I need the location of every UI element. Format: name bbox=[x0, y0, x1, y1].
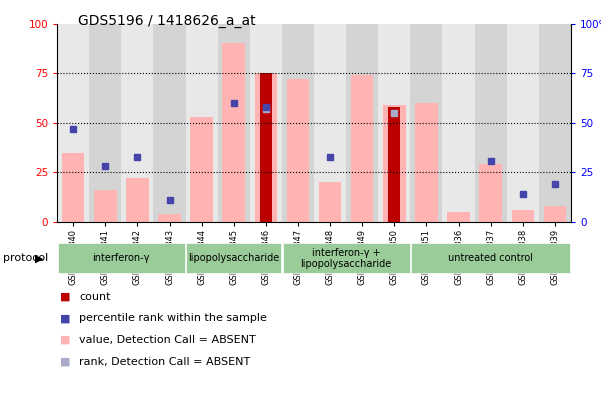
Bar bbox=[260, 73, 272, 222]
Bar bbox=[287, 79, 309, 222]
Text: untreated control: untreated control bbox=[448, 253, 533, 263]
Bar bbox=[126, 178, 148, 222]
Bar bbox=[218, 24, 250, 222]
Bar bbox=[121, 24, 153, 222]
Bar bbox=[480, 165, 502, 222]
Bar bbox=[442, 24, 475, 222]
Text: ■: ■ bbox=[60, 335, 70, 345]
Bar bbox=[410, 24, 442, 222]
Bar bbox=[475, 24, 507, 222]
Bar bbox=[191, 117, 213, 222]
Bar bbox=[511, 210, 534, 222]
Bar bbox=[158, 214, 181, 222]
Bar bbox=[388, 107, 400, 222]
Bar bbox=[222, 44, 245, 222]
Bar bbox=[282, 24, 314, 222]
Bar bbox=[314, 24, 346, 222]
Text: ■: ■ bbox=[60, 356, 70, 367]
Bar bbox=[57, 24, 89, 222]
Text: count: count bbox=[79, 292, 111, 302]
Text: protocol: protocol bbox=[3, 253, 48, 263]
Bar bbox=[319, 182, 341, 222]
Bar bbox=[186, 243, 281, 274]
Text: ■: ■ bbox=[60, 292, 70, 302]
Bar bbox=[346, 24, 378, 222]
Bar bbox=[250, 24, 282, 222]
Bar bbox=[62, 152, 84, 222]
Bar bbox=[153, 24, 186, 222]
Bar bbox=[94, 190, 117, 222]
Text: GDS5196 / 1418626_a_at: GDS5196 / 1418626_a_at bbox=[78, 14, 256, 28]
Text: ■: ■ bbox=[60, 313, 70, 323]
Bar bbox=[415, 103, 438, 222]
Bar bbox=[539, 24, 571, 222]
Bar bbox=[89, 24, 121, 222]
Bar bbox=[351, 75, 373, 222]
Text: rank, Detection Call = ABSENT: rank, Detection Call = ABSENT bbox=[79, 356, 251, 367]
Bar bbox=[507, 24, 539, 222]
Text: lipopolysaccharide: lipopolysaccharide bbox=[188, 253, 279, 263]
Bar bbox=[186, 24, 218, 222]
Text: ▶: ▶ bbox=[35, 253, 43, 263]
Bar bbox=[255, 73, 277, 222]
Bar bbox=[544, 206, 566, 222]
Bar bbox=[447, 212, 470, 222]
Bar bbox=[58, 243, 185, 274]
Bar bbox=[282, 243, 410, 274]
Bar bbox=[378, 24, 410, 222]
Bar bbox=[383, 105, 406, 222]
Text: percentile rank within the sample: percentile rank within the sample bbox=[79, 313, 267, 323]
Text: value, Detection Call = ABSENT: value, Detection Call = ABSENT bbox=[79, 335, 256, 345]
Bar bbox=[411, 243, 570, 274]
Text: interferon-γ: interferon-γ bbox=[93, 253, 150, 263]
Text: interferon-γ +
lipopolysaccharide: interferon-γ + lipopolysaccharide bbox=[300, 248, 392, 269]
